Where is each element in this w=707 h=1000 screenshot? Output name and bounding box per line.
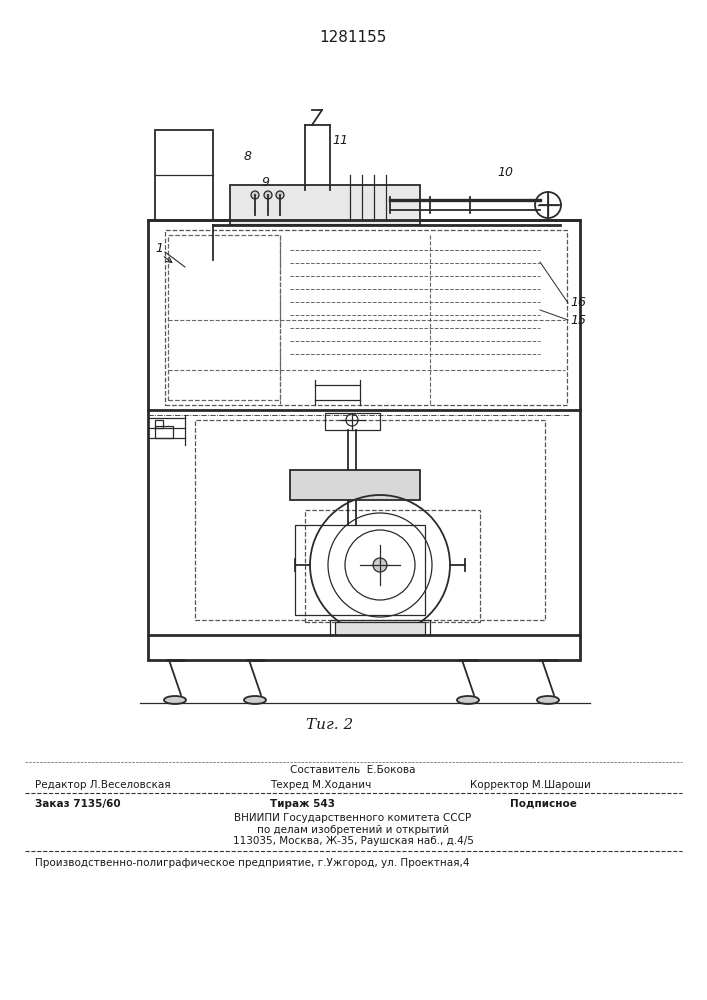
Text: Составитель  Е.Бокова: Составитель Е.Бокова [291,765,416,775]
Bar [325,413,380,430]
Text: 16: 16 [570,296,586,310]
Text: 10: 10 [497,166,513,180]
Circle shape [264,191,272,199]
Text: 8: 8 [244,150,252,163]
Text: ВНИИПИ Государственного комитета СССР: ВНИИПИ Государственного комитета СССР [235,813,472,823]
Bar [148,220,580,660]
Bar [330,620,430,635]
Bar [290,470,420,500]
Bar [155,426,173,438]
Bar [305,510,480,622]
Ellipse shape [164,696,186,704]
Bar [155,130,213,220]
Bar [295,525,425,615]
Text: 15: 15 [570,314,586,326]
Text: Корректор М.Шароши: Корректор М.Шароши [470,780,591,790]
Text: 1: 1 [155,241,163,254]
Text: 11: 11 [332,133,348,146]
Bar [168,235,280,400]
Ellipse shape [537,696,559,704]
Text: Заказ 7135/60: Заказ 7135/60 [35,799,121,809]
Text: по делам изобретений и открытий: по делам изобретений и открытий [257,825,449,835]
Text: Редактор Л.Веселовская: Редактор Л.Веселовская [35,780,170,790]
Circle shape [276,191,284,199]
Bar [230,185,420,225]
Bar [195,420,545,620]
Circle shape [373,558,387,572]
Text: Техред М.Ходанич: Техред М.Ходанич [270,780,371,790]
Bar [155,420,163,428]
Circle shape [251,191,259,199]
Text: Производственно-полиграфическое предприятие, г.Ужгород, ул. Проектная,4: Производственно-полиграфическое предприя… [35,858,469,868]
Bar [165,230,567,405]
Ellipse shape [244,696,266,704]
Text: 1281155: 1281155 [320,30,387,45]
Ellipse shape [457,696,479,704]
Text: Подписное: Подписное [510,799,577,809]
Text: 113035, Москва, Ж-35, Раушская наб., д.4/5: 113035, Москва, Ж-35, Раушская наб., д.4… [233,836,474,846]
Text: Тираж 543: Тираж 543 [270,799,335,809]
Bar [335,622,425,635]
Text: 9: 9 [261,176,269,190]
Text: Τиг. 2: Τиг. 2 [306,718,354,732]
